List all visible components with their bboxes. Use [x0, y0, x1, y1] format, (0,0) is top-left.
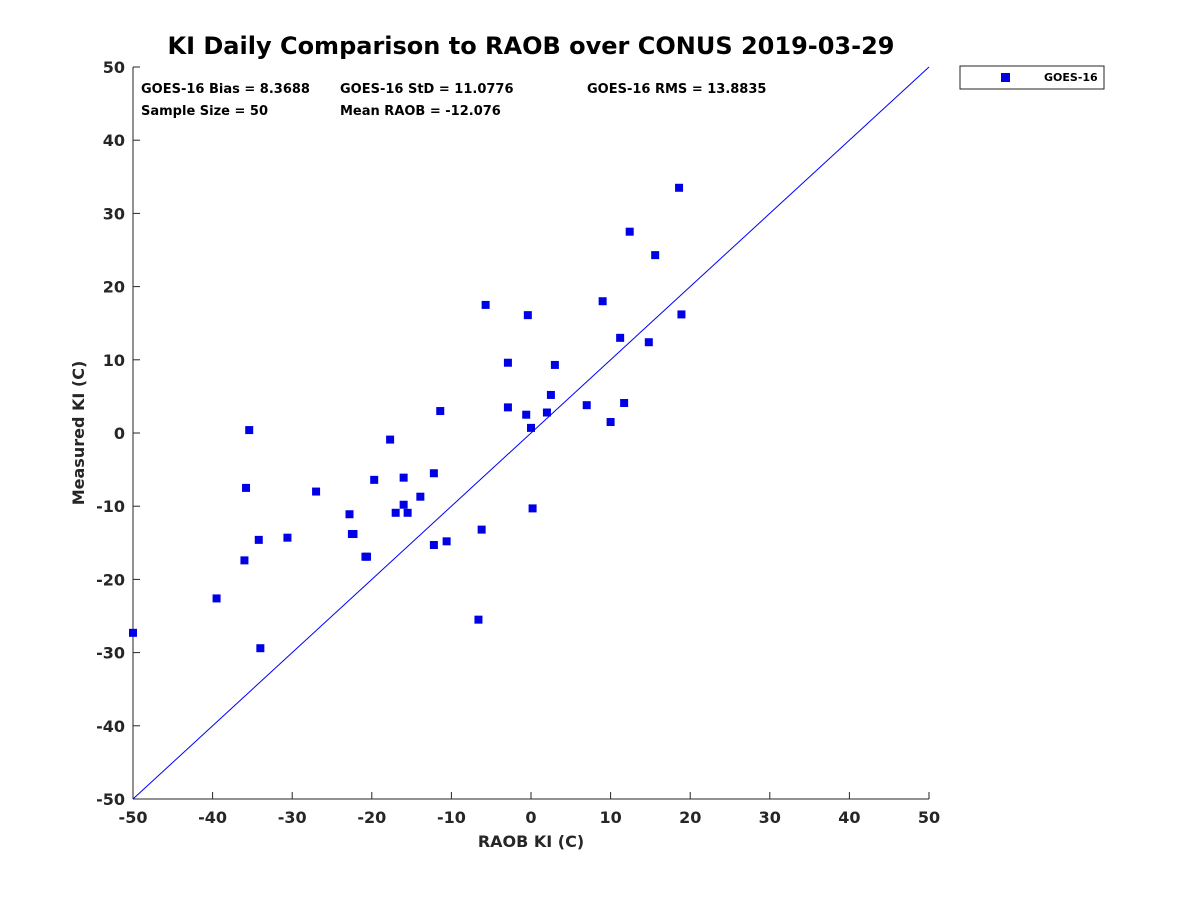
data-point	[129, 628, 137, 637]
data-point	[474, 615, 483, 624]
data-point	[256, 644, 265, 653]
y-tick-label: -50	[96, 790, 125, 809]
data-point	[429, 540, 438, 549]
x-tick-label: -20	[357, 808, 386, 827]
data-point	[625, 227, 634, 236]
chart-title: KI Daily Comparison to RAOB over CONUS 2…	[168, 32, 895, 60]
data-point	[436, 407, 445, 416]
data-point	[254, 535, 263, 544]
data-point	[240, 556, 249, 565]
data-point	[528, 504, 537, 513]
data-point	[349, 530, 358, 539]
data-point	[523, 311, 532, 320]
data-point	[212, 594, 221, 603]
data-point	[416, 492, 425, 501]
data-point	[399, 473, 408, 482]
x-tick-label: 30	[759, 808, 781, 827]
data-point	[644, 338, 653, 347]
legend-label: GOES-16	[1044, 71, 1098, 84]
y-tick-label: 10	[103, 351, 125, 370]
goes16-series	[129, 183, 686, 653]
x-tick-label: 20	[679, 808, 701, 827]
data-point	[283, 533, 292, 542]
y-tick-label: 0	[114, 424, 125, 443]
y-tick-label: -20	[96, 570, 125, 589]
data-point	[651, 251, 660, 260]
data-point	[312, 487, 321, 496]
stat-std: GOES-16 StD = 11.0776	[340, 82, 514, 97]
x-tick-label: -30	[278, 808, 307, 827]
y-tick-label: 20	[103, 278, 125, 297]
data-point	[620, 398, 629, 407]
x-tick-label: -40	[198, 808, 227, 827]
data-point	[503, 358, 512, 367]
y-axis-label: Measured KI (C)	[69, 361, 88, 506]
legend-marker-square	[1001, 73, 1010, 82]
data-point	[598, 297, 607, 306]
data-point	[616, 333, 625, 342]
data-point	[582, 401, 591, 410]
stat-sample-size: Sample Size = 50	[141, 104, 268, 119]
stat-rms: GOES-16 RMS = 13.8835	[587, 82, 766, 97]
data-point	[606, 418, 615, 427]
stats-annotation: GOES-16 Bias = 8.3688 GOES-16 StD = 11.0…	[141, 82, 766, 119]
legend-box	[959, 65, 1105, 90]
data-point	[546, 390, 555, 399]
data-point	[391, 508, 400, 517]
y-tick-label: 40	[103, 131, 125, 150]
data-point	[345, 510, 354, 519]
x-tick-label: -10	[437, 808, 466, 827]
data-point	[481, 300, 490, 309]
one-to-one-line	[132, 66, 930, 800]
data-point	[677, 310, 686, 319]
x-tick-label: 10	[599, 808, 621, 827]
data-point	[542, 408, 551, 417]
data-point	[442, 537, 451, 546]
data-point	[363, 552, 372, 561]
x-tick-label: 40	[838, 808, 860, 827]
data-point	[522, 410, 531, 419]
y-tick-label: 30	[103, 204, 125, 223]
data-point	[675, 183, 684, 192]
y-axis-ticks: -50 -40 -30 -20 -10 0 10 20 30 40 50	[96, 58, 140, 809]
y-tick-label: -40	[96, 717, 125, 736]
x-tick-label: -50	[119, 808, 148, 827]
data-point	[527, 423, 535, 432]
x-tick-label: 0	[525, 808, 536, 827]
y-tick-label: 50	[103, 58, 125, 77]
data-point	[386, 435, 395, 444]
legend: GOES-16	[959, 65, 1105, 90]
data-point	[399, 500, 408, 509]
y-tick-label: -30	[96, 644, 125, 663]
data-point	[550, 360, 559, 369]
stat-mean-raob: Mean RAOB = -12.076	[340, 104, 501, 119]
data-point	[503, 403, 512, 412]
y-tick-label: -10	[96, 497, 125, 516]
data-point	[477, 525, 486, 534]
data-point	[245, 426, 254, 435]
x-tick-label: 50	[918, 808, 940, 827]
data-point	[242, 483, 251, 492]
x-axis-label: RAOB KI (C)	[478, 832, 584, 851]
data-point	[370, 475, 379, 484]
stat-bias: GOES-16 Bias = 8.3688	[141, 82, 310, 97]
data-point	[429, 469, 438, 478]
x-axis-ticks: -50 -40 -30 -20 -10 0 10 20 30 40 50	[119, 792, 940, 827]
data-point	[403, 508, 412, 517]
